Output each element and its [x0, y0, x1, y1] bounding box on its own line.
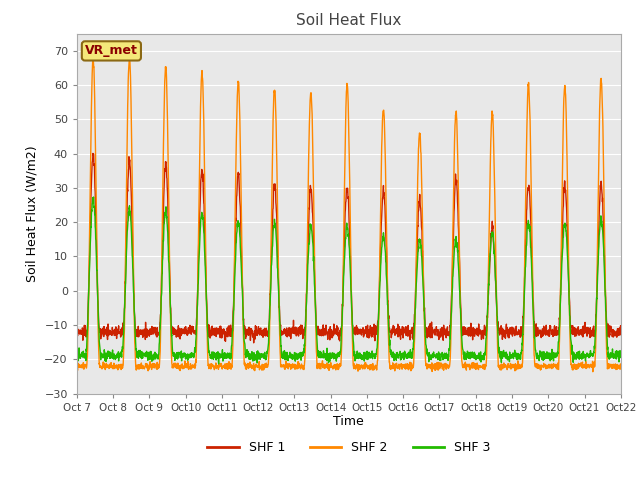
SHF 3 [617, 350, 625, 356]
SHF 1 [250, 340, 257, 346]
Y-axis label: Soil Heat Flux (W/m2): Soil Heat Flux (W/m2) [26, 145, 38, 282]
SHF 2 [569, 364, 577, 370]
SHF 1 [617, 326, 625, 332]
SHF 2 [507, 366, 515, 372]
SHF 3 [508, 354, 515, 360]
Line: SHF 3: SHF 3 [77, 197, 621, 364]
SHF 3 [377, 263, 385, 268]
SHF 2 [125, 52, 133, 58]
SHF 2 [73, 363, 81, 369]
SHF 1 [570, 330, 577, 336]
SHF 3 [225, 351, 233, 357]
SHF 1 [225, 328, 232, 334]
SHF 2 [376, 217, 384, 223]
SHF 2 [584, 361, 592, 367]
SHF 2 [225, 363, 232, 369]
X-axis label: Time: Time [333, 415, 364, 429]
Line: SHF 2: SHF 2 [77, 55, 621, 372]
SHF 2 [617, 366, 625, 372]
SHF 3 [570, 360, 577, 365]
SHF 3 [73, 348, 81, 354]
SHF 1 [584, 331, 592, 336]
Legend: SHF 1, SHF 2, SHF 3: SHF 1, SHF 2, SHF 3 [202, 436, 495, 459]
SHF 1 [508, 325, 515, 331]
SHF 3 [365, 355, 372, 360]
SHF 1 [377, 241, 385, 247]
SHF 1 [365, 335, 372, 341]
Line: SHF 1: SHF 1 [77, 154, 621, 343]
Title: Soil Heat Flux: Soil Heat Flux [296, 13, 401, 28]
SHF 1 [89, 151, 97, 156]
SHF 1 [73, 328, 81, 334]
SHF 3 [90, 194, 97, 200]
Text: VR_met: VR_met [85, 44, 138, 58]
SHF 2 [589, 369, 596, 374]
SHF 3 [584, 353, 592, 359]
SHF 2 [365, 363, 372, 369]
SHF 3 [215, 361, 223, 367]
